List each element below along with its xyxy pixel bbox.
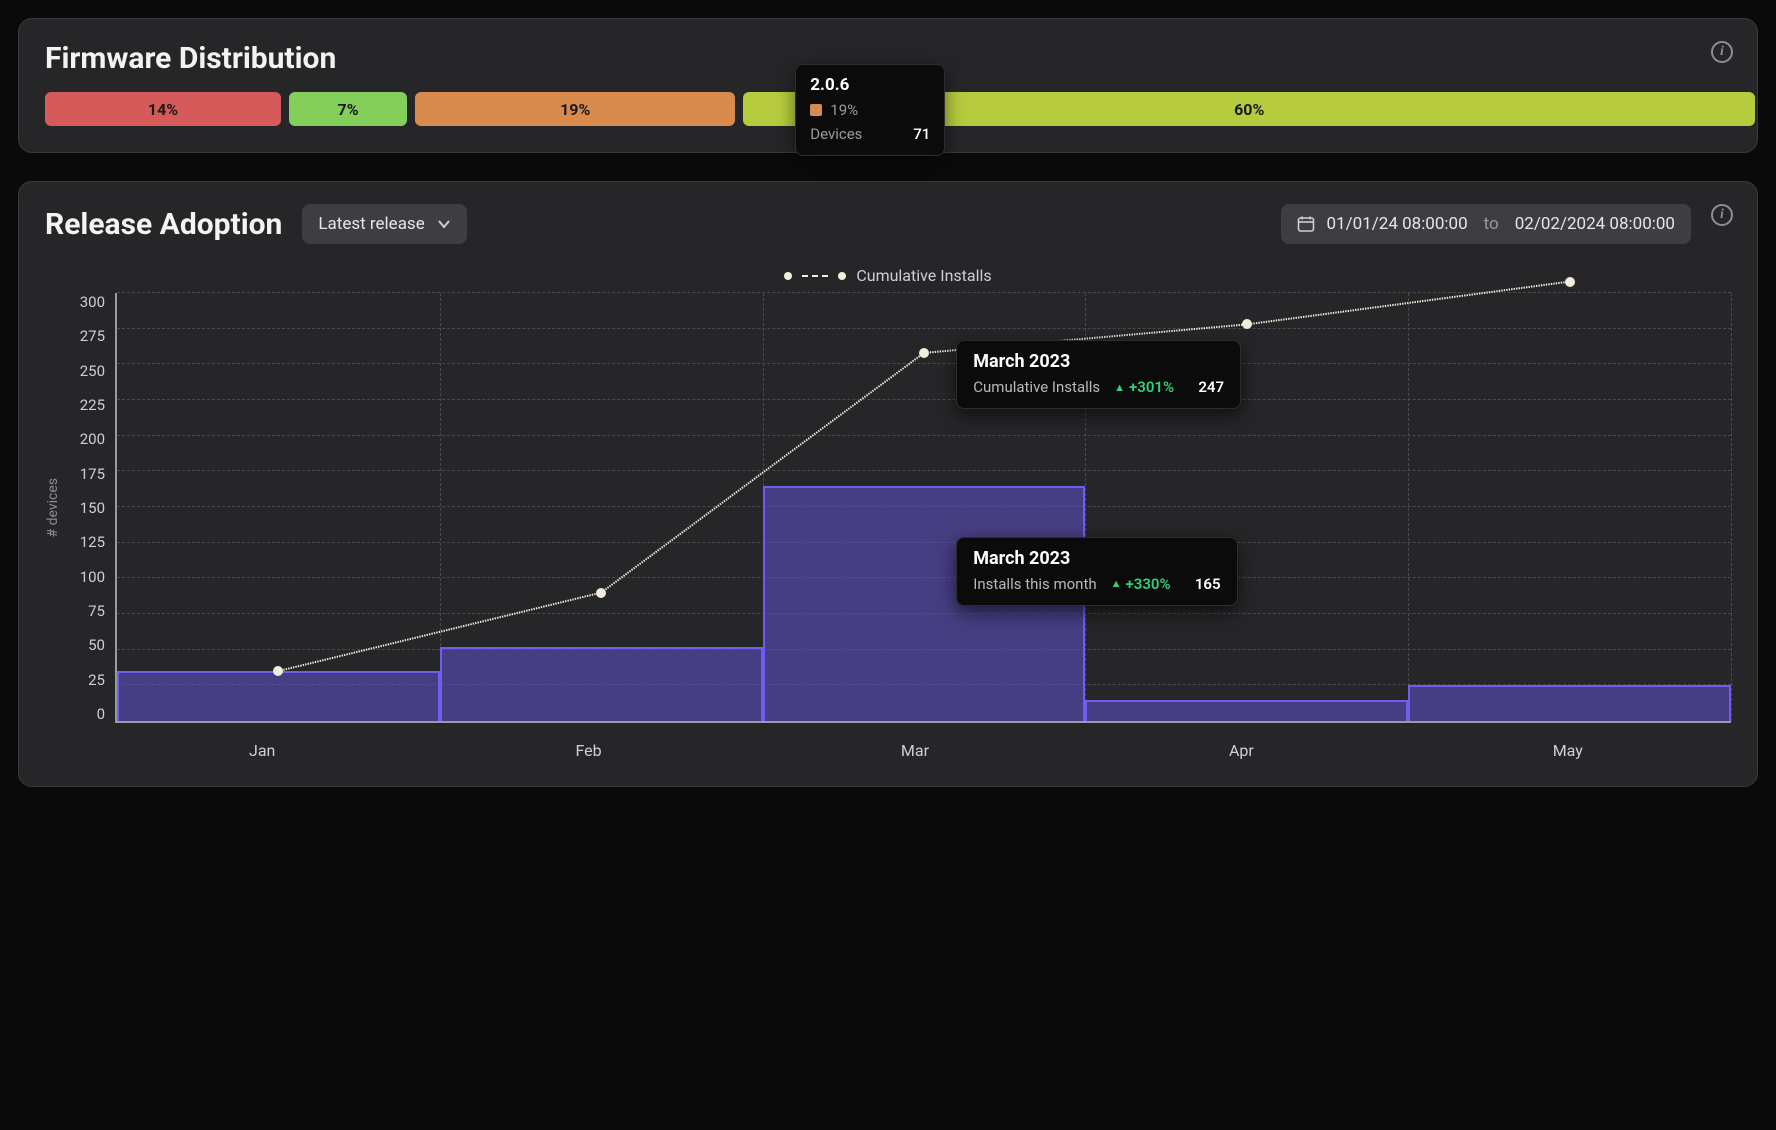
x-axis-ticks: JanFebMarAprMay <box>99 741 1731 760</box>
chevron-down-icon <box>437 217 451 231</box>
firmware-tooltip: 2.0.6 19% Devices71 <box>795 64 945 156</box>
date-range-picker[interactable]: 01/01/24 08:00:00 to 02/02/2024 08:00:00 <box>1281 204 1691 244</box>
y-axis-ticks: 3002752502252001751501251007550250 <box>67 293 115 723</box>
legend-label: Cumulative Installs <box>856 266 991 285</box>
y-tick-label: 0 <box>97 705 105 723</box>
release-dropdown-label: Latest release <box>318 214 424 234</box>
firmware-distribution-bar: 14%7%19%60%2.0.619%Devices71 <box>45 92 1731 126</box>
legend-marker-icon <box>784 272 792 280</box>
tooltip-metric: Cumulative Installs <box>973 378 1100 396</box>
monthly-installs-tooltip: March 2023 Installs this month ▲+330% 165 <box>956 537 1237 606</box>
release-adoption-card: i Release Adoption Latest release 01/01/… <box>18 181 1758 787</box>
y-tick-label: 150 <box>80 499 105 517</box>
release-adoption-header: Release Adoption Latest release 01/01/24… <box>45 204 1731 244</box>
release-dropdown[interactable]: Latest release <box>302 204 466 244</box>
date-from: 01/01/24 08:00:00 <box>1327 214 1468 234</box>
line-point-marker[interactable] <box>919 348 929 358</box>
chart-legend: Cumulative Installs <box>45 266 1731 285</box>
tooltip-title: March 2023 <box>973 548 1220 569</box>
y-tick-label: 175 <box>80 465 105 483</box>
line-point-marker[interactable] <box>596 588 606 598</box>
y-axis-label: # devices <box>45 478 61 538</box>
line-point-marker[interactable] <box>1565 277 1575 287</box>
tooltip-value: 165 <box>1185 575 1221 593</box>
firmware-segment[interactable]: 7% <box>289 92 407 126</box>
firmware-distribution-card: Firmware Distribution i 14%7%19%60%2.0.6… <box>18 18 1758 153</box>
tooltip-row: Installs this month ▲+330% 165 <box>973 575 1220 593</box>
tooltip-swatch-icon <box>810 104 822 116</box>
y-tick-label: 50 <box>88 636 105 654</box>
tooltip-row: Cumulative Installs ▲+301% 247 <box>973 378 1224 396</box>
tooltip-title: 2.0.6 <box>810 75 930 95</box>
gridline-vertical <box>1731 293 1732 721</box>
tooltip-metric: Installs this month <box>973 575 1096 593</box>
y-tick-label: 275 <box>80 327 105 345</box>
firmware-segment[interactable]: 14% <box>45 92 281 126</box>
line-point-marker[interactable] <box>273 666 283 676</box>
tooltip-delta: ▲+330% <box>1111 575 1171 593</box>
info-icon[interactable]: i <box>1711 41 1733 63</box>
date-to: 02/02/2024 08:00:00 <box>1515 214 1675 234</box>
firmware-segment[interactable]: 19% <box>415 92 735 126</box>
y-tick-label: 25 <box>88 671 105 689</box>
x-tick-label: Feb <box>425 741 751 760</box>
tooltip-title: March 2023 <box>973 351 1224 372</box>
y-tick-label: 125 <box>80 533 105 551</box>
x-tick-label: Jan <box>99 741 425 760</box>
line-point-marker[interactable] <box>1242 319 1252 329</box>
legend-dash-icon <box>802 275 828 277</box>
chart-plot: March 2023Cumulative Installs▲+301%247Ma… <box>115 293 1731 723</box>
tooltip-row: Devices71 <box>810 125 930 143</box>
info-icon[interactable]: i <box>1711 204 1733 226</box>
tooltip-row: 19% <box>810 101 930 119</box>
y-tick-label: 225 <box>80 396 105 414</box>
date-to-word: to <box>1484 214 1499 234</box>
chart-area: # devices 300275250225200175150125100755… <box>45 293 1731 723</box>
y-tick-label: 250 <box>80 362 105 380</box>
x-tick-label: Apr <box>1078 741 1404 760</box>
y-tick-label: 100 <box>80 568 105 586</box>
cumulative-tooltip: March 2023 Cumulative Installs ▲+301% 247 <box>956 340 1241 409</box>
y-tick-label: 200 <box>80 430 105 448</box>
calendar-icon <box>1297 215 1315 233</box>
legend-marker-icon <box>838 272 846 280</box>
y-tick-label: 75 <box>88 602 105 620</box>
triangle-up-icon: ▲ <box>1111 577 1122 590</box>
release-adoption-title: Release Adoption <box>45 207 282 242</box>
y-tick-label: 300 <box>80 293 105 311</box>
x-tick-label: Mar <box>752 741 1078 760</box>
x-tick-label: May <box>1405 741 1731 760</box>
triangle-up-icon: ▲ <box>1114 381 1125 394</box>
tooltip-delta: ▲+301% <box>1114 378 1174 396</box>
tooltip-value: 247 <box>1188 378 1224 396</box>
